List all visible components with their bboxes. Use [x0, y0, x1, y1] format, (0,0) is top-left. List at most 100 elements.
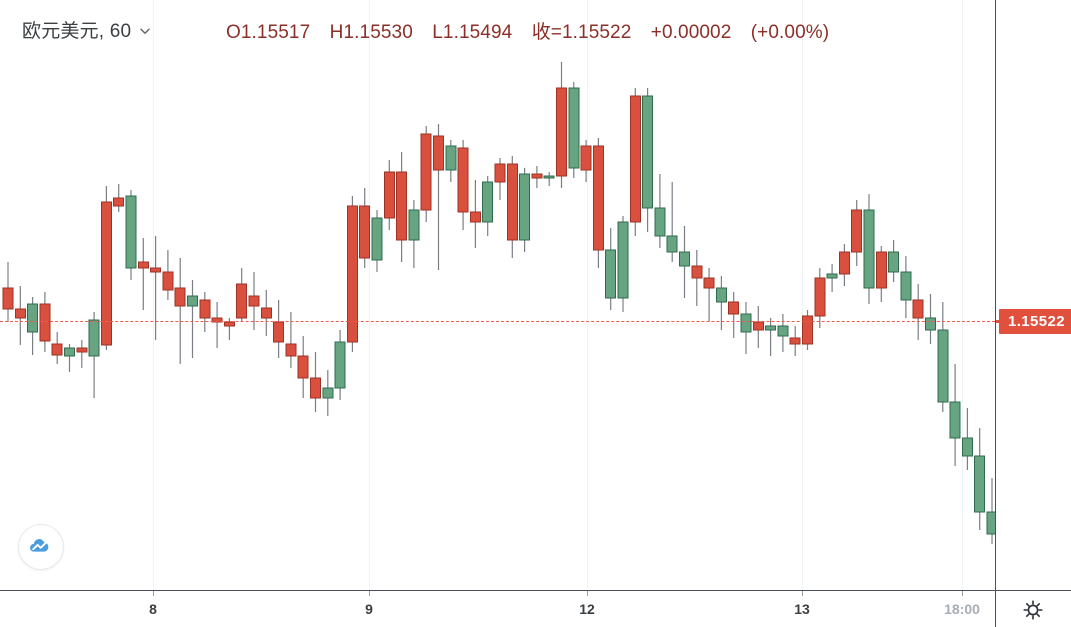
candle-body	[777, 325, 789, 337]
candle-body	[654, 207, 666, 237]
candlestick	[974, 428, 986, 530]
candle-body	[605, 249, 617, 299]
candle-body	[199, 299, 211, 319]
candlestick	[494, 158, 506, 200]
candle-body	[420, 133, 432, 211]
candlestick	[888, 240, 900, 282]
candle-body	[925, 317, 936, 331]
candle-body	[482, 181, 494, 223]
candle-body	[125, 195, 137, 269]
candlestick	[605, 228, 617, 310]
candle-body	[445, 145, 457, 171]
candle-body	[875, 251, 887, 289]
symbol-label: 欧元美元, 60	[22, 21, 132, 42]
candlestick	[568, 82, 580, 178]
candle-body	[100, 201, 112, 346]
current-price-tag[interactable]: 1.15522	[999, 309, 1071, 334]
cloud-chart-logo-icon[interactable]	[18, 524, 64, 570]
time-gridline	[962, 0, 963, 590]
candlestick	[14, 286, 26, 345]
candle-body	[433, 135, 444, 171]
chevron-down-icon[interactable]	[138, 24, 152, 38]
ohlc-high: H1.15530	[329, 22, 413, 43]
candle-body	[408, 209, 420, 241]
candlestick	[469, 180, 481, 248]
time-label: 9	[365, 601, 373, 617]
candle-body	[592, 145, 604, 251]
candle-body	[371, 217, 383, 261]
price-tag-notch	[996, 320, 1000, 323]
price-scale[interactable]: 1.15522	[995, 0, 1071, 590]
candlestick	[334, 330, 346, 400]
candlestick	[457, 140, 469, 230]
candle-body	[814, 277, 826, 317]
time-label: 18:00	[944, 601, 980, 617]
candle-body	[359, 205, 371, 259]
candlestick	[531, 166, 543, 188]
candlestick	[100, 186, 112, 350]
candle-body	[949, 401, 961, 439]
candlestick	[642, 88, 654, 232]
gear-icon[interactable]	[1021, 598, 1045, 622]
candle-body	[986, 511, 995, 535]
time-tick	[369, 591, 370, 596]
time-label: 12	[579, 601, 595, 617]
candle-body	[150, 267, 162, 273]
candlestick	[851, 200, 863, 266]
candle-body	[629, 95, 641, 223]
candle-body	[691, 265, 703, 279]
candle-body	[27, 303, 39, 333]
candlestick	[703, 268, 715, 322]
candlestick	[580, 140, 592, 182]
candle-body	[543, 175, 555, 179]
candlestick	[273, 300, 285, 358]
candlestick	[174, 258, 186, 364]
candlestick-plot[interactable]	[0, 0, 995, 590]
candlestick	[691, 250, 703, 306]
candle-body	[666, 235, 678, 253]
candlestick	[76, 340, 88, 368]
candlestick	[728, 292, 740, 338]
candle-body	[715, 287, 727, 303]
chart-pane[interactable]	[0, 0, 995, 590]
candle-body	[679, 251, 690, 267]
chart-legend: 欧元美元, 60 O1.15517 H1.15530 L1.15494 收=1.…	[0, 0, 1071, 52]
candle-body	[556, 87, 567, 177]
candlestick	[863, 194, 875, 304]
time-gridline	[802, 0, 803, 590]
candle-body	[789, 337, 801, 345]
time-label: 13	[794, 601, 810, 617]
candlestick	[482, 176, 494, 236]
candlestick	[125, 190, 137, 280]
candlestick	[617, 216, 629, 312]
candlestick	[937, 302, 949, 412]
candle-body	[260, 307, 272, 319]
candlestick	[137, 238, 149, 310]
candlestick	[900, 256, 912, 318]
candle-body	[961, 437, 973, 457]
ohlc-change: +0.00002	[650, 22, 732, 43]
candlestick	[838, 244, 850, 286]
candlestick	[199, 292, 211, 332]
symbol-selector[interactable]: 欧元美元, 60	[22, 16, 152, 43]
candlestick	[248, 272, 260, 330]
candle-body	[64, 347, 75, 357]
candle-body	[187, 295, 198, 307]
ohlc-values: O1.15517 H1.15530 L1.15494 收=1.15522 +0.…	[226, 17, 829, 44]
candlestick	[777, 314, 789, 352]
candle-body	[248, 295, 260, 307]
candle-body	[310, 377, 321, 399]
candle-body	[383, 171, 395, 219]
candlestick	[961, 408, 973, 470]
candlestick	[666, 182, 678, 262]
time-scale[interactable]: 8 9 12 13 18:00	[0, 590, 1071, 627]
candle-body	[346, 205, 358, 343]
candle-body	[137, 261, 149, 269]
candle-body	[223, 321, 235, 327]
candlestick	[740, 302, 752, 354]
candlestick	[875, 246, 887, 302]
candlestick	[543, 172, 555, 186]
candlestick	[322, 370, 334, 416]
candle-body	[752, 321, 764, 331]
candle-body	[531, 173, 543, 179]
